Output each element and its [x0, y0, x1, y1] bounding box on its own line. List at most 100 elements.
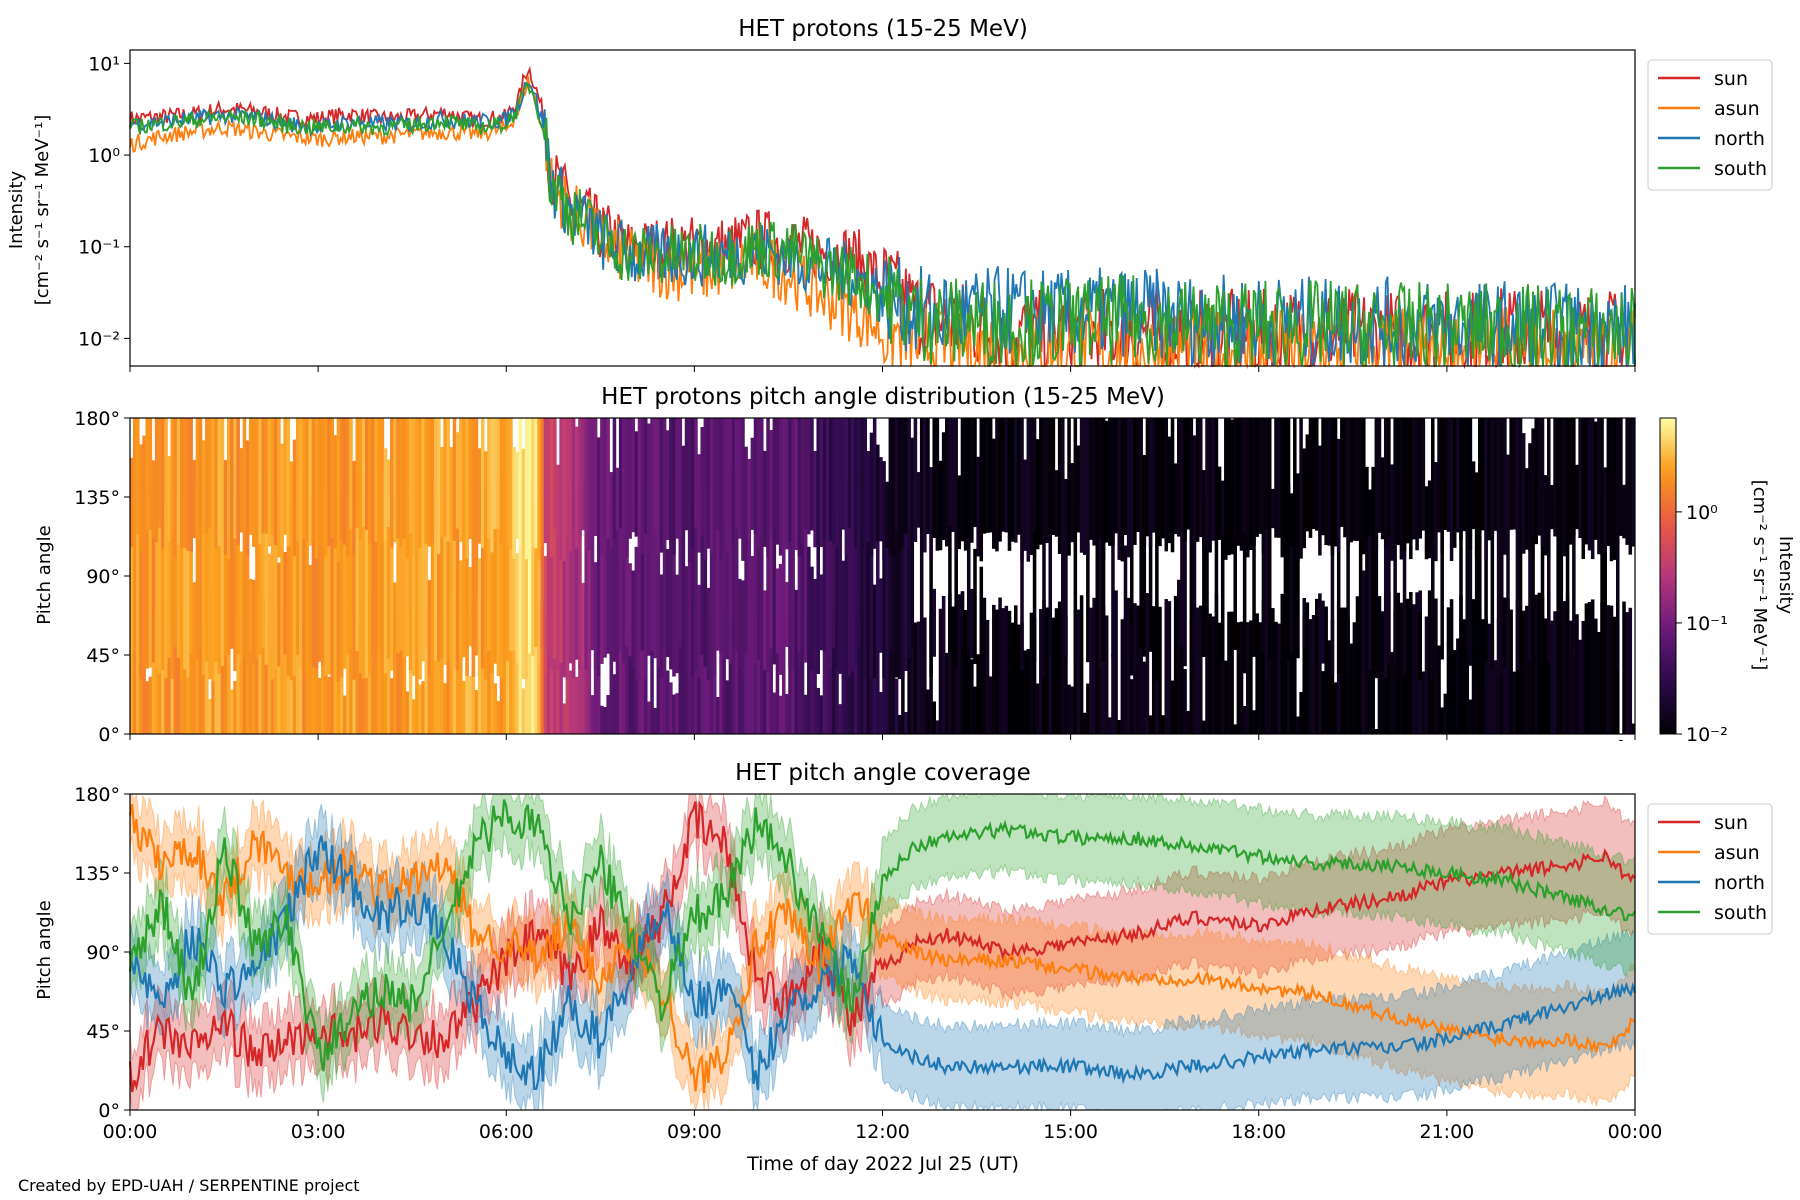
heatmap-cell [631, 418, 636, 533]
heatmap-cell [430, 622, 435, 734]
y-tick-label: 10⁻² [78, 328, 120, 350]
heatmap-cell [1086, 683, 1090, 734]
heatmap-cell [1440, 707, 1444, 734]
heatmap-cell [1280, 593, 1285, 734]
heatmap-cell [214, 418, 218, 549]
heatmap-cell [295, 418, 300, 542]
heatmap-cell [1220, 480, 1225, 537]
heatmap-cell [377, 597, 382, 734]
heatmap-cell [1007, 610, 1012, 734]
colorbar-label-line2: [cm⁻² s⁻¹ sr⁻¹ MeV⁻¹] [1749, 480, 1770, 671]
heatmap-cell [1142, 454, 1147, 546]
heatmap-cell [248, 418, 253, 535]
heatmap-cell [408, 418, 413, 534]
heatmap-cell [512, 447, 516, 559]
heatmap-cell [308, 604, 313, 734]
heatmap-cell [440, 446, 444, 538]
heatmap-cell [923, 617, 927, 734]
heatmap-cell [562, 703, 567, 734]
heatmap-cell [1415, 592, 1419, 734]
heatmap-cell [760, 418, 764, 535]
heatmap-cell [198, 475, 203, 648]
heatmap-cell [1293, 496, 1297, 647]
heatmap-cell [164, 418, 168, 551]
heatmap-cell [807, 605, 811, 734]
heatmap-cell [502, 418, 507, 556]
heatmap-cell [493, 418, 498, 530]
heatmap-cell [355, 612, 360, 734]
heatmap-cell [487, 495, 491, 651]
heatmap-cell [1465, 502, 1470, 653]
heatmap-cell [970, 659, 974, 734]
heatmap-cell [217, 491, 222, 674]
heatmap-cell [825, 483, 830, 653]
heatmap-cell [568, 485, 573, 664]
heatmap-cell [1101, 418, 1106, 561]
heatmap-cell [477, 558, 482, 676]
heatmap-cell [1434, 598, 1438, 734]
heatmap-cell [176, 499, 181, 658]
heatmap-cell [684, 566, 689, 670]
heatmap-cell [1180, 471, 1184, 648]
heatmap-cell [584, 418, 588, 548]
heatmap-cell [738, 418, 742, 539]
heatmap-cell [794, 418, 799, 551]
heatmap-cell [1142, 661, 1147, 734]
heatmap-cell [1474, 479, 1479, 558]
heatmap-cell [1487, 623, 1491, 734]
heatmap-cell [393, 418, 397, 543]
heatmap-cell [1383, 418, 1388, 548]
heatmap-cell [167, 455, 171, 542]
heatmap-cell [876, 595, 880, 734]
heatmap-cell [502, 608, 507, 734]
heatmap-cell [625, 611, 629, 734]
colorbar-scale [1659, 417, 1677, 735]
heatmap-cell [139, 474, 143, 679]
x-tick-label: 00:00 [1608, 1121, 1663, 1143]
heatmap-cell [1183, 473, 1187, 667]
heatmap-cell [625, 418, 629, 558]
heatmap-cell [343, 418, 347, 545]
heatmap-cell [1352, 622, 1357, 734]
heatmap-cell [1478, 489, 1482, 654]
heatmap-cell [170, 484, 175, 679]
heatmap-cell [1565, 418, 1570, 531]
heatmap-cell [540, 485, 545, 649]
heatmap-cell [637, 418, 642, 548]
heatmap-cell [919, 418, 924, 529]
heatmap-cell [854, 418, 858, 547]
heatmap-cell [377, 418, 382, 543]
heatmap-cell [358, 474, 363, 674]
heatmap-cell [1456, 638, 1460, 734]
heatmap-cell [1296, 716, 1300, 734]
heatmap-cell [233, 418, 237, 539]
heatmap-cell [1468, 418, 1473, 551]
y-tick-label: 90° [86, 942, 120, 964]
heatmap-cell [148, 492, 153, 668]
heatmap-cell [480, 418, 485, 549]
heatmap-cell [691, 500, 695, 678]
heatmap-cell [1612, 616, 1617, 734]
heatmap-cell [1365, 497, 1369, 671]
heatmap-cell [1459, 481, 1463, 654]
heatmap-cell [274, 613, 278, 734]
heatmap-cell [869, 432, 874, 557]
heatmap-cell [982, 418, 987, 534]
heatmap-cell [129, 457, 134, 547]
heatmap-cell [1600, 418, 1604, 555]
heatmap-cell [211, 488, 215, 682]
heatmap-cell [919, 623, 924, 734]
heatmap-cell [1468, 489, 1473, 666]
heatmap-cell [1195, 418, 1200, 542]
heatmap-cell [571, 418, 576, 532]
heatmap-cell [1173, 595, 1178, 734]
heatmap-cell [1402, 418, 1407, 551]
heatmap-cell [521, 448, 526, 553]
heatmap-cell [1242, 706, 1247, 734]
heatmap-cell [769, 474, 773, 649]
heatmap-cell [1565, 498, 1570, 655]
heatmap-cell [1437, 418, 1441, 533]
heatmap-cell [383, 448, 388, 542]
heatmap-cell [230, 418, 234, 554]
heatmap-cell [233, 499, 237, 671]
